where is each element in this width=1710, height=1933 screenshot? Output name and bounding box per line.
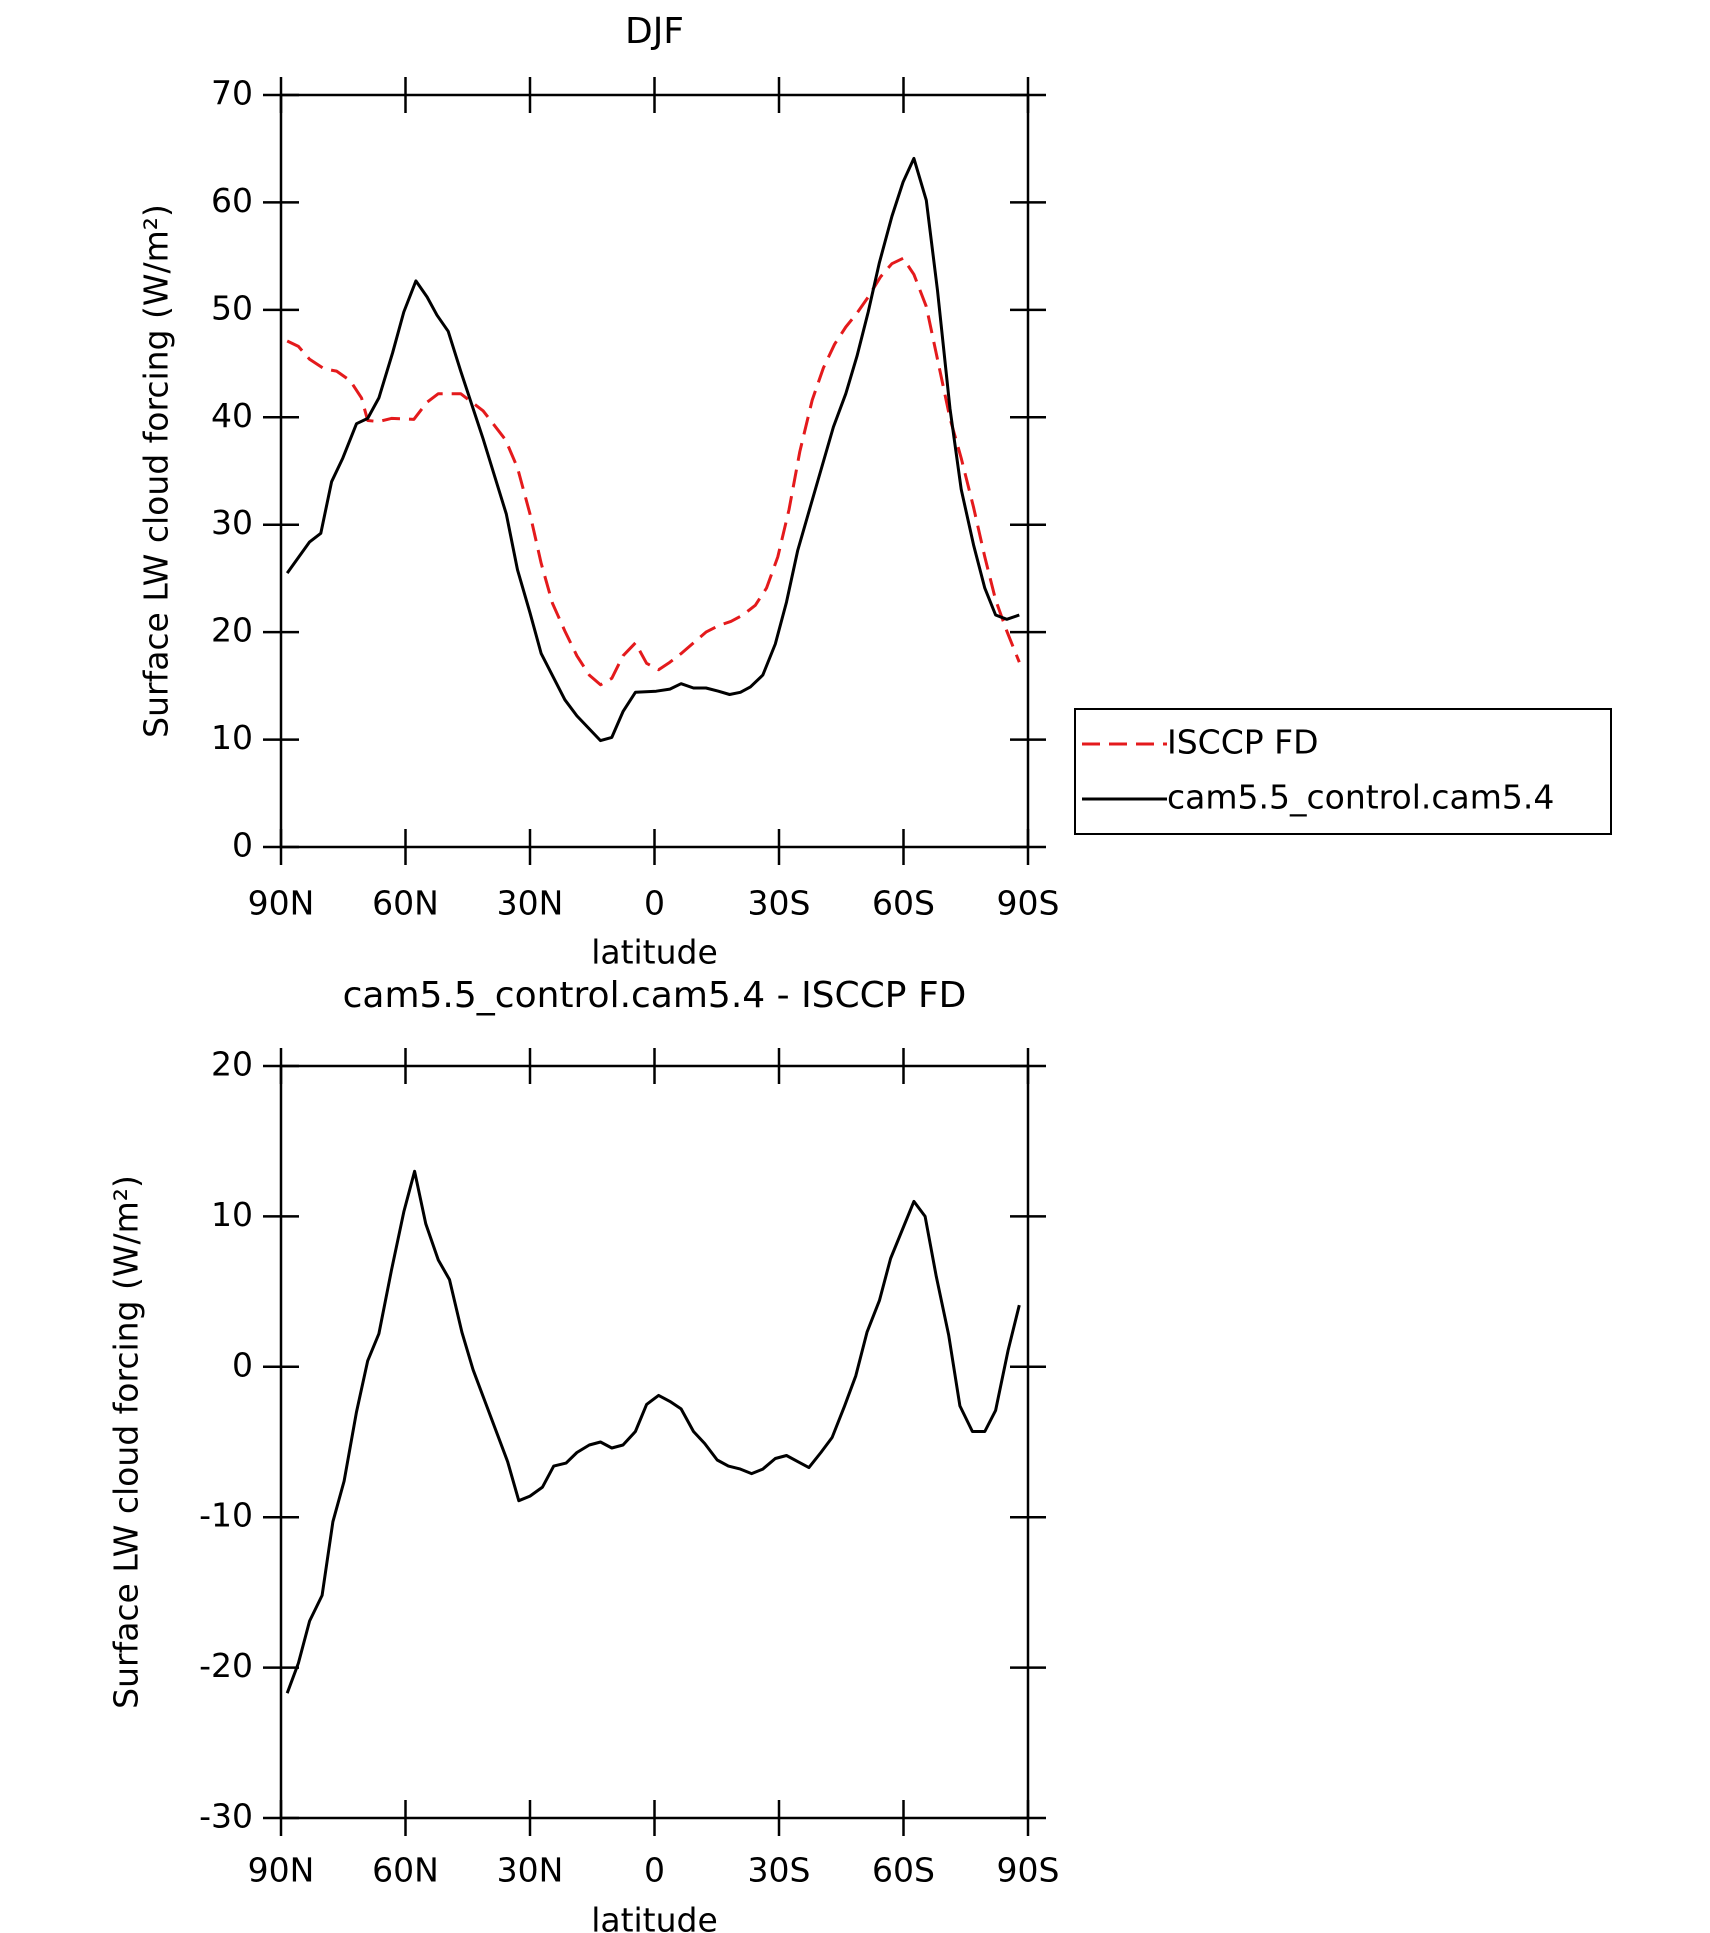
- data-line: [285, 1169, 1021, 1694]
- x-tick-label: 0: [644, 884, 665, 923]
- y-tick-label: -20: [199, 1646, 253, 1685]
- y-tick-label: 0: [232, 826, 253, 865]
- plot-frame: [279, 1064, 1030, 1820]
- x-tick-label: 90S: [997, 1851, 1060, 1890]
- chart-title: cam5.5_control.cam5.4 - ISCCP FD: [343, 975, 967, 1016]
- y-tick-label: 10: [211, 1195, 253, 1234]
- x-tick-label: 90S: [997, 884, 1060, 923]
- y-axis-label: Surface LW cloud forcing (W/m²): [137, 204, 176, 738]
- x-tick-label: 60N: [372, 1851, 439, 1890]
- x-tick-label: 90N: [248, 884, 315, 923]
- chart-title: DJF: [625, 11, 684, 52]
- x-tick-label: 30N: [497, 1851, 564, 1890]
- plot-frame: [279, 93, 1030, 849]
- y-tick-label: 30: [211, 503, 253, 542]
- y-axis-label: Surface LW cloud forcing (W/m²): [107, 1175, 146, 1709]
- y-tick-label: 20: [211, 1045, 253, 1084]
- y-tick-label: 70: [211, 74, 253, 113]
- y-tick-label: 10: [211, 718, 253, 757]
- x-tick-label: 60N: [372, 884, 439, 923]
- x-tick-label: 30S: [748, 1851, 811, 1890]
- y-tick-label: 0: [232, 1345, 253, 1384]
- y-tick-label: 20: [211, 611, 253, 650]
- x-tick-label: 60S: [872, 1851, 935, 1890]
- data-line: [285, 156, 1020, 743]
- legend-label: ISCCP FD: [1167, 723, 1319, 762]
- data-line: [286, 256, 1021, 687]
- x-tick-label: 90N: [248, 1851, 315, 1890]
- x-tick-label: 0: [644, 1851, 665, 1890]
- y-tick-label: 60: [211, 181, 253, 220]
- y-tick-label: -30: [199, 1797, 253, 1836]
- x-axis-label: latitude: [591, 1901, 718, 1933]
- x-tick-label: 30S: [748, 884, 811, 923]
- x-axis-label: latitude: [591, 933, 718, 972]
- y-tick-label: 40: [211, 396, 253, 435]
- y-tick-label: 50: [211, 288, 253, 327]
- x-tick-label: 30N: [497, 884, 564, 923]
- legend-label: cam5.5_control.cam5.4: [1167, 778, 1554, 817]
- legend-box: [1074, 708, 1612, 835]
- x-tick-label: 60S: [872, 884, 935, 923]
- y-tick-label: -10: [199, 1496, 253, 1535]
